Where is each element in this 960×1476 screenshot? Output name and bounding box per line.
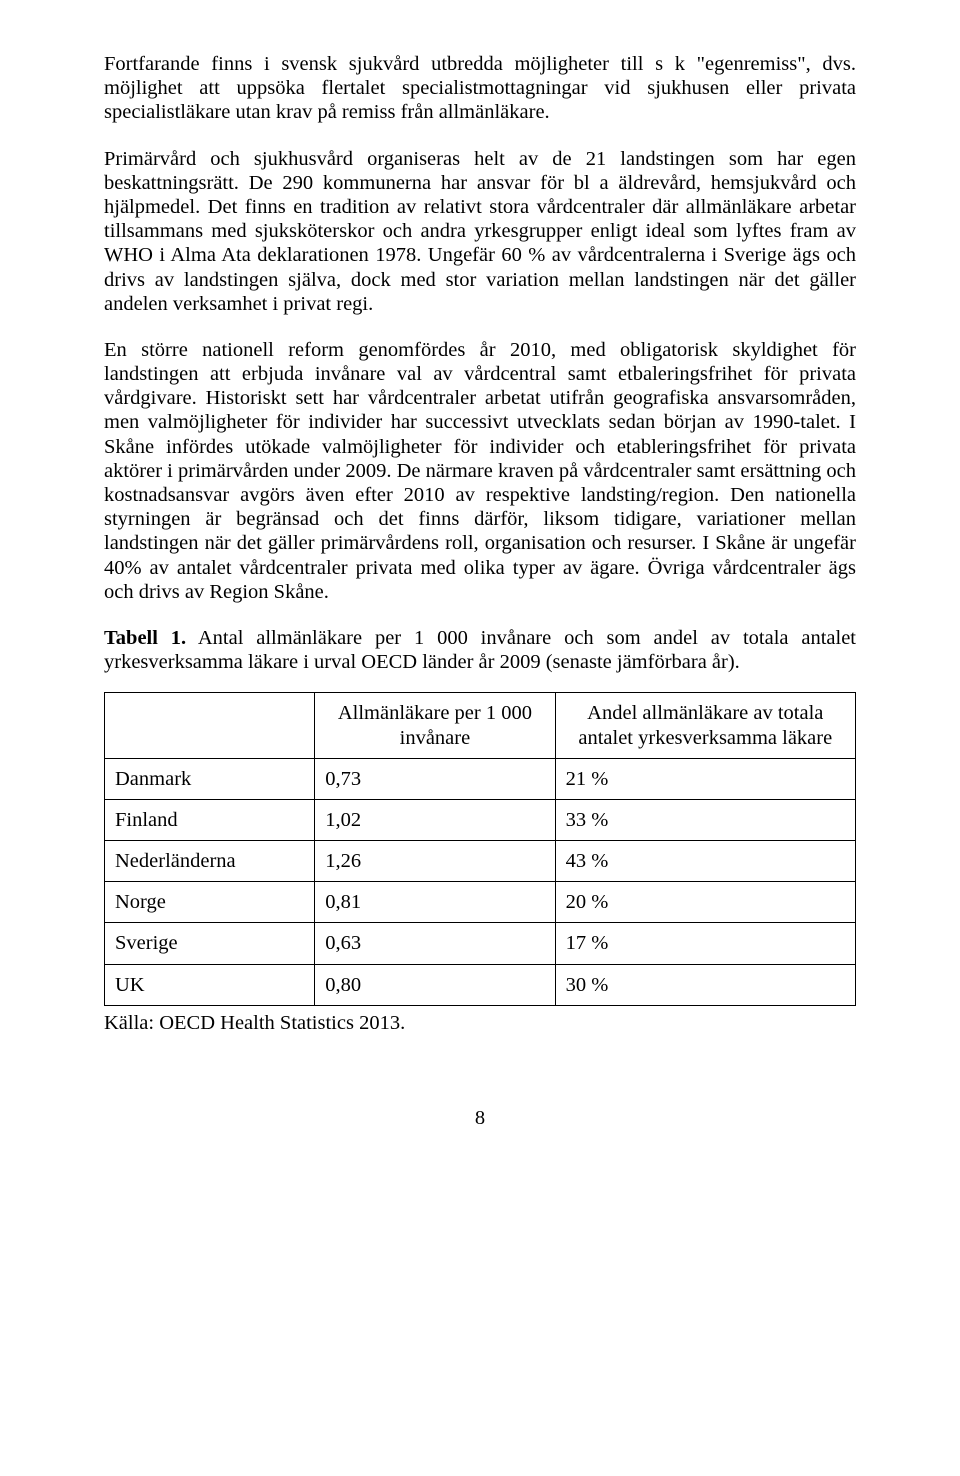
table-row: Nederländerna 1,26 43 % (105, 841, 856, 882)
table-row: Finland 1,02 33 % (105, 799, 856, 840)
table-row: UK 0,80 30 % (105, 964, 856, 1005)
cell-country: Sverige (105, 923, 315, 964)
cell-share: 21 % (555, 758, 855, 799)
table-header-row: Allmänläkare per 1 000 invånare Andel al… (105, 693, 856, 758)
cell-per1000: 0,80 (315, 964, 555, 1005)
table-header-per1000: Allmänläkare per 1 000 invånare (315, 693, 555, 758)
cell-per1000: 1,02 (315, 799, 555, 840)
cell-share: 20 % (555, 882, 855, 923)
paragraph-1: Fortfarande finns i svensk sjukvård utbr… (104, 52, 856, 125)
page-container: Fortfarande finns i svensk sjukvård utbr… (0, 0, 960, 1476)
paragraph-3: En större nationell reform genomfördes å… (104, 338, 856, 604)
table-row: Norge 0,81 20 % (105, 882, 856, 923)
data-table: Allmänläkare per 1 000 invånare Andel al… (104, 692, 856, 1006)
cell-country: UK (105, 964, 315, 1005)
cell-country: Norge (105, 882, 315, 923)
cell-country: Nederländerna (105, 841, 315, 882)
table-row: Sverige 0,63 17 % (105, 923, 856, 964)
cell-per1000: 0,81 (315, 882, 555, 923)
page-number: 8 (104, 1107, 856, 1130)
table-header-share: Andel allmänläkare av totala antalet yrk… (555, 693, 855, 758)
cell-share: 33 % (555, 799, 855, 840)
cell-per1000: 0,63 (315, 923, 555, 964)
cell-share: 43 % (555, 841, 855, 882)
paragraph-2: Primärvård och sjukhusvård organiseras h… (104, 147, 856, 316)
table-header-empty (105, 693, 315, 758)
table-source: Källa: OECD Health Statistics 2013. (104, 1012, 856, 1035)
cell-share: 17 % (555, 923, 855, 964)
table-row: Danmark 0,73 21 % (105, 758, 856, 799)
table-caption-lead: Tabell 1. (104, 627, 186, 649)
cell-per1000: 0,73 (315, 758, 555, 799)
cell-per1000: 1,26 (315, 841, 555, 882)
table-caption: Tabell 1. Antal allmänläkare per 1 000 i… (104, 626, 856, 674)
cell-country: Finland (105, 799, 315, 840)
table-caption-rest: Antal allmänläkare per 1 000 invånare oc… (104, 627, 856, 673)
cell-share: 30 % (555, 964, 855, 1005)
cell-country: Danmark (105, 758, 315, 799)
